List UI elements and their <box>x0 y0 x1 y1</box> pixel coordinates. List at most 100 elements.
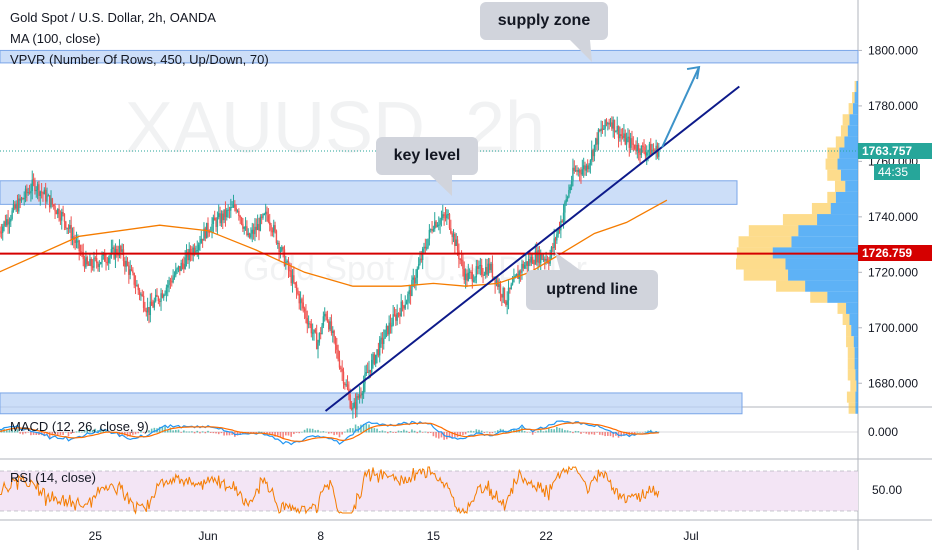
candle-body <box>146 307 149 313</box>
candle-body <box>450 228 452 234</box>
candle-body <box>468 271 471 273</box>
candle-body <box>3 221 5 227</box>
macd-histogram-bar <box>523 431 526 433</box>
macd-histogram-bar <box>228 432 231 436</box>
candle-body <box>419 258 421 265</box>
macd-legend[interactable]: MACD (12, 26, close, 9) <box>10 419 149 434</box>
candle-body <box>435 221 437 227</box>
candle-body <box>42 192 44 195</box>
candle-body <box>643 146 645 152</box>
candle-body <box>581 169 584 175</box>
macd-histogram-bar <box>389 431 392 433</box>
candle-body <box>424 246 427 249</box>
candle-body <box>58 208 60 218</box>
candle-body <box>317 342 319 350</box>
macd-histogram-bar <box>529 431 531 433</box>
vp-down-bar <box>743 269 789 281</box>
candle-body <box>322 316 325 326</box>
macd-histogram-bar <box>607 432 609 436</box>
ma-legend[interactable]: MA (100, close) <box>10 31 101 46</box>
candle-body <box>31 179 33 192</box>
macd-histogram-bar <box>349 428 352 433</box>
candle-body <box>510 284 512 290</box>
candle-body <box>117 254 119 256</box>
candle-body <box>358 394 361 398</box>
macd-histogram-bar <box>384 431 386 433</box>
vp-up-bar <box>854 347 858 359</box>
macd-histogram-bar <box>51 432 54 436</box>
macd-histogram-bar <box>437 432 440 439</box>
candle-body <box>38 184 40 196</box>
vpvr-legend[interactable]: VPVR (Number Of Rows, 450, Up/Down, 70) <box>10 52 269 67</box>
candle-body <box>40 191 43 193</box>
macd-histogram-bar <box>223 432 225 436</box>
candle-body <box>4 221 7 226</box>
macd-histogram-bar <box>260 431 263 433</box>
macd-histogram-bar <box>405 430 408 433</box>
candle-body <box>628 136 630 148</box>
candle-body <box>603 128 605 130</box>
candle-body <box>648 144 651 151</box>
candle-body <box>234 204 236 208</box>
key-level-zone-rect <box>0 180 738 205</box>
candle-body <box>35 189 37 192</box>
candle-body <box>651 149 653 156</box>
candle-body <box>518 271 520 279</box>
candle-body <box>271 230 274 233</box>
candle-body <box>8 221 11 225</box>
candle-body <box>145 310 147 313</box>
macd-histogram-bar <box>381 430 384 433</box>
macd-histogram-bar <box>322 431 325 433</box>
candle-body <box>353 402 355 408</box>
candle-body <box>369 369 372 373</box>
candle-body <box>250 233 252 238</box>
candle-body <box>278 242 280 253</box>
time-axis-tick: Jun <box>198 529 217 543</box>
macd-histogram-bar <box>354 424 357 433</box>
candle-body <box>489 263 491 271</box>
candle-body <box>456 239 459 251</box>
candle-body <box>511 282 514 285</box>
rsi-line <box>0 465 660 515</box>
macd-histogram-bar <box>408 432 411 433</box>
vp-down-bar <box>738 236 792 248</box>
macd-histogram-bar <box>252 432 255 433</box>
vp-down-bar <box>811 202 831 215</box>
candle-body <box>455 239 457 246</box>
candle-body <box>184 257 186 269</box>
macd-histogram-bar <box>553 429 555 433</box>
candle-body <box>177 266 180 269</box>
macd-histogram-bar <box>561 428 563 433</box>
macd-histogram-bar <box>446 432 448 440</box>
candle-body <box>337 349 339 360</box>
candle-body <box>218 213 220 218</box>
candle-body <box>362 383 365 394</box>
candle-body <box>556 234 558 241</box>
candle-body <box>30 191 32 194</box>
price-axis-tick: 1720.000 <box>868 265 918 279</box>
candle-body <box>138 290 141 296</box>
candle-body <box>328 321 330 330</box>
price-axis-tick: 1700.000 <box>868 321 918 335</box>
macd-histogram-bar <box>185 431 188 433</box>
rsi-legend[interactable]: RSI (14, close) <box>10 470 96 485</box>
candle-body <box>482 274 484 276</box>
candle-body <box>126 260 129 266</box>
candle-body <box>608 123 610 125</box>
candle-body <box>525 261 527 265</box>
macd-histogram-bar <box>588 432 590 435</box>
macd-histogram-bar <box>580 432 582 434</box>
candle-body <box>478 265 480 269</box>
candle-body <box>397 313 400 315</box>
vp-down-bar <box>810 291 828 303</box>
candle-body <box>601 128 604 130</box>
candle-body <box>591 150 593 161</box>
candle-body <box>20 198 23 201</box>
candle-body <box>344 383 346 386</box>
candle-body <box>443 214 445 217</box>
candle-body <box>112 247 114 249</box>
vp-down-bar <box>827 147 840 159</box>
candle-body <box>273 225 275 233</box>
candle-body <box>616 126 618 132</box>
